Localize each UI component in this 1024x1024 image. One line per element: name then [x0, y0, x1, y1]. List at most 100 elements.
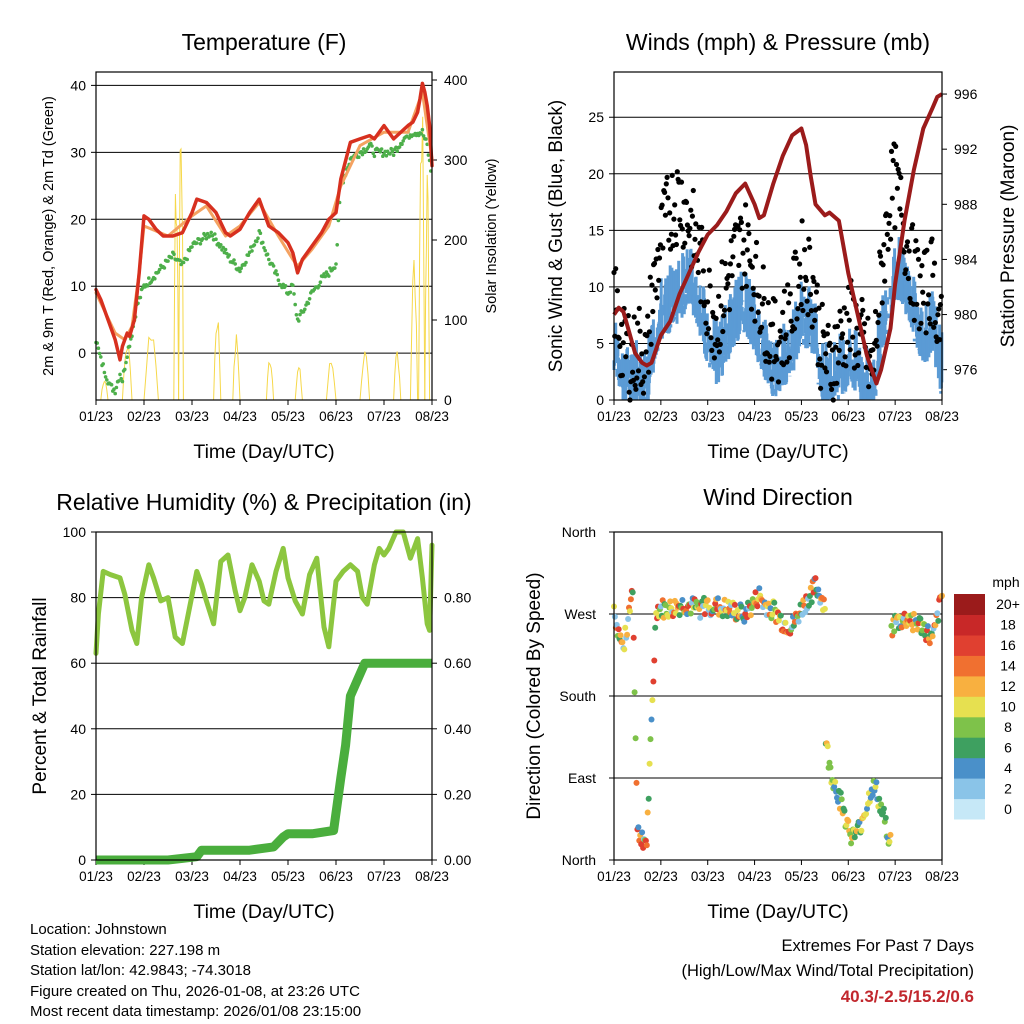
- dewpoint-point: [297, 319, 301, 323]
- gust-point: [929, 236, 935, 242]
- dewpoint-point: [99, 355, 103, 359]
- gust-point: [787, 291, 793, 297]
- gust-point: [823, 351, 829, 357]
- direction-point: [754, 603, 761, 610]
- solar-spike: [173, 193, 180, 401]
- direction-point: [611, 613, 618, 620]
- direction-point: [876, 795, 883, 802]
- gust-point: [897, 206, 903, 212]
- y2-tick-label: 984: [954, 251, 978, 267]
- x-tick-label: 08/23: [415, 869, 449, 884]
- y-axis-title: 2m & 9m T (Red, Orange) & 2m Td (Green): [41, 96, 57, 376]
- direction-point: [917, 615, 924, 622]
- x-tick-label: 03/23: [691, 869, 725, 884]
- plot-border: [95, 71, 433, 401]
- direction-point: [898, 624, 905, 631]
- gust-point: [716, 349, 723, 355]
- gust-point: [804, 298, 810, 304]
- direction-point: [841, 807, 848, 814]
- solar-spike: [359, 351, 371, 401]
- gust-point: [619, 372, 626, 378]
- gust-point: [705, 326, 712, 332]
- gust-point: [910, 222, 916, 228]
- y2-tick-label: 980: [954, 307, 978, 323]
- direction-point: [926, 640, 933, 647]
- dewpoint-point: [113, 391, 117, 396]
- y-tick-label: 0: [596, 392, 604, 408]
- gust-point: [803, 277, 809, 283]
- dewpoint-point: [334, 262, 338, 266]
- colorbar-label: 12: [1000, 678, 1016, 694]
- gust-point: [885, 246, 891, 252]
- gust-point: [632, 382, 638, 388]
- dewpoint-point: [123, 367, 127, 372]
- gust-point: [882, 278, 888, 284]
- dewpoint-point: [378, 150, 383, 154]
- dewpoint-point: [293, 302, 298, 307]
- colorbar-swatch: [954, 655, 985, 677]
- dewpoint-point: [187, 248, 192, 253]
- direction-point: [632, 735, 639, 742]
- direction-point: [621, 646, 628, 653]
- gust-point: [913, 238, 919, 244]
- gust-point: [926, 292, 932, 298]
- direction-point: [782, 619, 789, 626]
- direction-point: [649, 697, 656, 704]
- gust-point: [677, 217, 683, 223]
- direction-point: [687, 610, 694, 617]
- direction-point: [652, 624, 659, 631]
- colorbar-swatch: [954, 594, 985, 615]
- y2-tick-label: 0.20: [444, 786, 471, 802]
- gust-point: [911, 317, 917, 323]
- x-tick-label: 04/23: [223, 869, 257, 884]
- gust-point: [812, 317, 818, 323]
- gust-point: [692, 236, 698, 242]
- gust-point: [706, 267, 712, 273]
- gust-point: [743, 202, 749, 208]
- plot-border: [95, 531, 433, 861]
- gust-point: [669, 172, 675, 178]
- gust-point: [646, 369, 652, 375]
- gust-point: [906, 248, 912, 254]
- y-tick-label: 100: [63, 524, 87, 540]
- dewpoint-point: [103, 375, 108, 379]
- gust-point: [744, 247, 750, 253]
- direction-point: [719, 613, 726, 620]
- x-tick-label: 05/23: [785, 409, 819, 424]
- gust-point: [718, 303, 724, 309]
- gust-point: [784, 359, 790, 365]
- gust-point: [819, 301, 825, 307]
- x-tick-label: 04/23: [223, 409, 257, 424]
- dewpoint-point: [265, 252, 270, 256]
- x-axis-title: Time (Day/UTC): [193, 901, 334, 923]
- gust-point: [654, 295, 660, 301]
- x-tick-label: 06/23: [319, 869, 353, 884]
- colorbar-label: 6: [1004, 739, 1012, 755]
- solar-spike: [393, 351, 402, 401]
- gust-point: [623, 354, 629, 360]
- direction-point: [731, 601, 738, 608]
- dewpoint-point: [400, 142, 404, 146]
- x-tick-label: 07/23: [878, 869, 912, 884]
- gust-point: [778, 334, 784, 340]
- gust-point: [856, 350, 862, 356]
- gust-point: [915, 247, 921, 253]
- gust-point: [870, 347, 876, 353]
- gust-point: [731, 233, 737, 239]
- gust-point: [806, 236, 812, 242]
- gust-point: [841, 305, 847, 311]
- gust-point: [682, 240, 688, 246]
- solar-spike: [294, 366, 303, 401]
- gust-point: [877, 249, 883, 255]
- direction-point: [827, 764, 834, 771]
- gust-point: [673, 241, 680, 248]
- gust-point: [881, 242, 887, 248]
- direction-point: [888, 622, 895, 629]
- x-tick-label: 04/23: [738, 869, 772, 884]
- gust-point: [793, 255, 799, 261]
- x-tick-label: 01/23: [597, 869, 631, 884]
- gust-point: [838, 318, 844, 324]
- dewpoint-point: [389, 146, 394, 151]
- gust-point: [859, 296, 865, 303]
